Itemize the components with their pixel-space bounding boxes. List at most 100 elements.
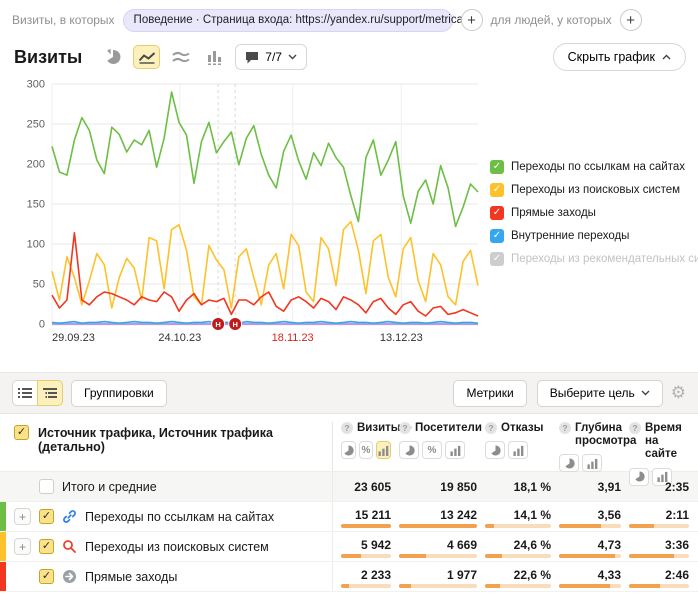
svg-text:300: 300 bbox=[27, 79, 45, 91]
stacked-chart-type-button[interactable] bbox=[167, 45, 194, 69]
svg-text:18.11.23: 18.11.23 bbox=[272, 332, 314, 344]
segment-chip[interactable]: Поведение · Страница входа: https://yand… bbox=[123, 9, 453, 32]
bars-icon bbox=[513, 445, 524, 456]
pie-icon bbox=[564, 458, 575, 469]
row-checkbox[interactable]: ✓ bbox=[39, 539, 54, 554]
metric-bar bbox=[341, 524, 391, 528]
pie-icon bbox=[490, 445, 501, 456]
column-label: Время на сайте bbox=[645, 422, 689, 462]
row-label: Переходы из поисковых систем bbox=[85, 540, 269, 554]
metric-value: 4,73 bbox=[559, 532, 621, 552]
legend-item-direct[interactable]: ✓ Прямые заходы bbox=[490, 206, 692, 220]
help-icon[interactable]: ? bbox=[485, 422, 497, 434]
svg-text:50: 50 bbox=[33, 279, 45, 291]
table-row-direct[interactable]: ✓ Прямые заходы 2 233 1 977 22,6 % 4,33 … bbox=[0, 562, 698, 592]
help-icon[interactable]: ? bbox=[399, 422, 411, 434]
svg-text:Н: Н bbox=[215, 320, 220, 329]
metric-value: 14,1 % bbox=[485, 502, 551, 522]
chevron-up-icon bbox=[662, 54, 671, 60]
table-header-row: ✓ Источник трафика, Источник трафика (де… bbox=[0, 414, 698, 472]
expand-row-button[interactable]: + bbox=[14, 538, 31, 555]
table-settings-gear-icon[interactable]: ⚙ bbox=[671, 383, 686, 403]
row-checkbox[interactable]: ✓ bbox=[39, 509, 54, 524]
select-all-checkbox[interactable]: ✓ bbox=[14, 425, 29, 440]
add-user-filter-button[interactable]: + bbox=[620, 9, 642, 31]
expand-row-button[interactable]: + bbox=[14, 508, 31, 525]
line-chart-type-button[interactable] bbox=[133, 45, 160, 69]
column-header-time[interactable]: ? Время на сайте bbox=[629, 422, 689, 471]
bars-display-toggle[interactable] bbox=[582, 454, 602, 472]
choose-goal-label: Выберите цель bbox=[550, 386, 635, 400]
percent-display-toggle[interactable]: % bbox=[359, 441, 374, 459]
legend-item-search[interactable]: ✓ Переходы из поисковых систем bbox=[490, 183, 692, 197]
search-icon bbox=[62, 539, 77, 554]
metric-value: 3,91 bbox=[559, 472, 621, 494]
metric-bar bbox=[629, 554, 689, 558]
table-row-search[interactable]: + ✓ Переходы из поисковых систем 5 942 4… bbox=[0, 532, 698, 562]
pie-chart-icon bbox=[105, 49, 121, 65]
metric-value: 15 211 bbox=[341, 502, 391, 522]
metric-value: 19 850 bbox=[399, 472, 477, 494]
segment-chip-label: Поведение · Страница входа: https://yand… bbox=[134, 14, 467, 26]
column-header-visitors[interactable]: ? Посетители % bbox=[399, 422, 477, 471]
legend-item-internal[interactable]: ✓ Внутренние переходы bbox=[490, 229, 692, 243]
metric-bar bbox=[341, 584, 391, 588]
legend-item-links[interactable]: ✓ Переходы по ссылкам на сайтах bbox=[490, 160, 692, 174]
help-icon[interactable]: ? bbox=[559, 422, 571, 434]
metric-value: 2 233 bbox=[341, 562, 391, 582]
hide-chart-label: Скрыть график bbox=[568, 50, 655, 64]
row-label: Переходы по ссылкам на сайтах bbox=[85, 510, 274, 524]
svg-text:29.09.23: 29.09.23 bbox=[52, 332, 95, 344]
tree-view-button[interactable] bbox=[37, 380, 63, 406]
dimension-header: Источник трафика, Источник трафика (дета… bbox=[38, 425, 332, 454]
metric-value: 5 942 bbox=[341, 532, 391, 552]
row-color-stripe bbox=[0, 532, 6, 561]
checked-checkbox-icon: ✓ bbox=[490, 252, 504, 266]
table-controls-bar: Группировки Метрики Выберите цель ⚙ bbox=[0, 372, 698, 414]
bars-icon bbox=[378, 445, 389, 456]
legend-item-recommendations[interactable]: ✓ Переходы из рекомендательных систем bbox=[490, 252, 692, 266]
metric-value: 3,56 bbox=[559, 502, 621, 522]
pie-display-toggle[interactable] bbox=[399, 441, 419, 459]
legend-label: Внутренние переходы bbox=[511, 230, 629, 242]
column-header-visits[interactable]: ? Визиты ▼ % bbox=[341, 422, 391, 471]
choose-goal-button[interactable]: Выберите цель bbox=[537, 380, 663, 407]
annotations-button[interactable]: 7/7 bbox=[235, 44, 307, 70]
annotations-count: 7/7 bbox=[265, 50, 282, 64]
table-row-links[interactable]: + ✓ Переходы по ссылкам на сайтах 15 211… bbox=[0, 502, 698, 532]
link-icon bbox=[62, 509, 77, 524]
column-header-depth[interactable]: ? Глубина просмотра bbox=[559, 422, 621, 471]
segment-filter-bar: Визиты, в которых Поведение · Страница в… bbox=[0, 0, 698, 34]
bars-display-toggle[interactable] bbox=[445, 441, 465, 459]
column-chart-type-button[interactable] bbox=[201, 45, 228, 69]
percent-display-toggle[interactable]: % bbox=[422, 441, 442, 459]
metric-value: 23 605 bbox=[341, 472, 391, 494]
column-chart-icon bbox=[207, 50, 223, 65]
metric-value: 13 242 bbox=[399, 502, 477, 522]
flat-list-view-button[interactable] bbox=[12, 380, 38, 406]
add-segment-button[interactable]: + bbox=[461, 9, 483, 31]
hide-chart-button[interactable]: Скрыть график bbox=[553, 43, 686, 71]
pie-chart-type-button[interactable] bbox=[99, 45, 126, 69]
totals-row: Итого и средние 23 605 19 850 18,1 % 3,9… bbox=[0, 472, 698, 502]
metrics-button[interactable]: Метрики bbox=[453, 380, 526, 407]
row-checkbox[interactable]: ✓ bbox=[39, 569, 54, 584]
help-icon[interactable]: ? bbox=[341, 422, 353, 434]
metric-bar bbox=[559, 554, 621, 558]
pie-display-toggle[interactable] bbox=[341, 441, 356, 459]
checked-checkbox-icon: ✓ bbox=[490, 229, 504, 243]
column-header-bounces[interactable]: ? Отказы bbox=[485, 422, 551, 471]
row-color-stripe bbox=[0, 502, 6, 531]
pie-display-toggle[interactable] bbox=[485, 441, 505, 459]
pie-display-toggle[interactable] bbox=[559, 454, 579, 472]
groupings-button[interactable]: Группировки bbox=[71, 380, 167, 407]
bars-display-toggle[interactable] bbox=[376, 441, 391, 459]
svg-text:200: 200 bbox=[27, 159, 45, 171]
checked-checkbox-icon: ✓ bbox=[490, 160, 504, 174]
visits-line-chart[interactable]: 05010015020025030029.09.2324.10.2318.11.… bbox=[8, 76, 490, 354]
row-checkbox[interactable] bbox=[39, 479, 54, 494]
bars-display-toggle[interactable] bbox=[508, 441, 528, 459]
svg-text:0: 0 bbox=[39, 319, 45, 331]
metric-value: 4 669 bbox=[399, 532, 477, 552]
help-icon[interactable]: ? bbox=[629, 422, 641, 434]
